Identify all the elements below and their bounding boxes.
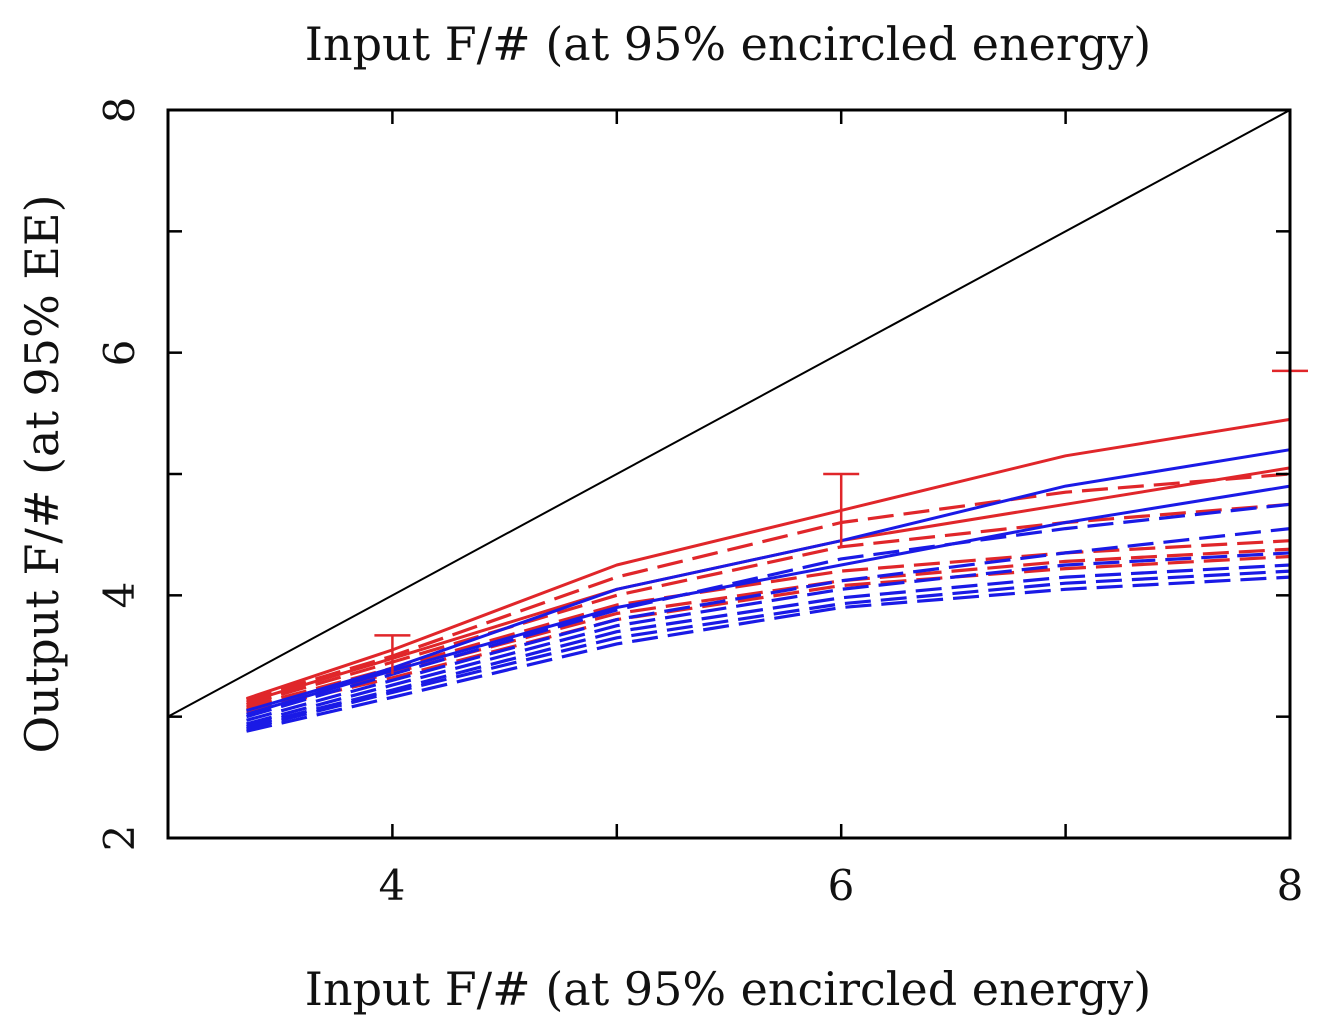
x-axis-label: Input F/# (at 95% encircled energy) — [305, 962, 1151, 1016]
y-tick-label-6: 6 — [95, 340, 144, 367]
y-axis-label: Output F/# (at 95% EE) — [15, 194, 69, 753]
series-red-solid-upper — [246, 417, 1291, 700]
series-blue-dashed-1 — [246, 502, 1291, 719]
reference-line — [167, 109, 1291, 718]
plot-frame — [166, 108, 1292, 840]
x-tick-label-4: 4 — [379, 861, 406, 910]
chart-title: Input F/# (at 95% encircled energy) — [305, 17, 1151, 71]
plot-area — [167, 109, 1308, 733]
y-tick-label-8: 8 — [95, 97, 144, 124]
y-tick-labels: 2 4 6 8 — [95, 97, 144, 852]
series-blue-dashed-6 — [246, 575, 1291, 733]
error-bar-2 — [823, 472, 860, 547]
y-tick-label-2: 2 — [95, 825, 144, 852]
x-tick-labels: 4 6 8 — [379, 861, 1304, 910]
series-blue-dashed-4 — [246, 563, 1291, 728]
series-blue-solid-upper — [246, 448, 1291, 713]
series-blue-dashed-5 — [246, 569, 1291, 731]
x-tick-label-8: 8 — [1277, 861, 1304, 910]
series-red-dashed-5 — [246, 554, 1291, 714]
series-red-dashed-2 — [246, 502, 1291, 707]
x-tick-label-6: 6 — [828, 861, 855, 910]
series-blue-solid-lower — [246, 484, 1291, 716]
axis-ticks — [166, 108, 1292, 840]
series-blue-dashed-3 — [246, 551, 1291, 726]
error-bar-1 — [374, 634, 411, 675]
series-red-dashed-1 — [246, 472, 1291, 702]
series-blue-dashed-2 — [246, 527, 1291, 722]
y-tick-label-4: 4 — [95, 582, 144, 609]
